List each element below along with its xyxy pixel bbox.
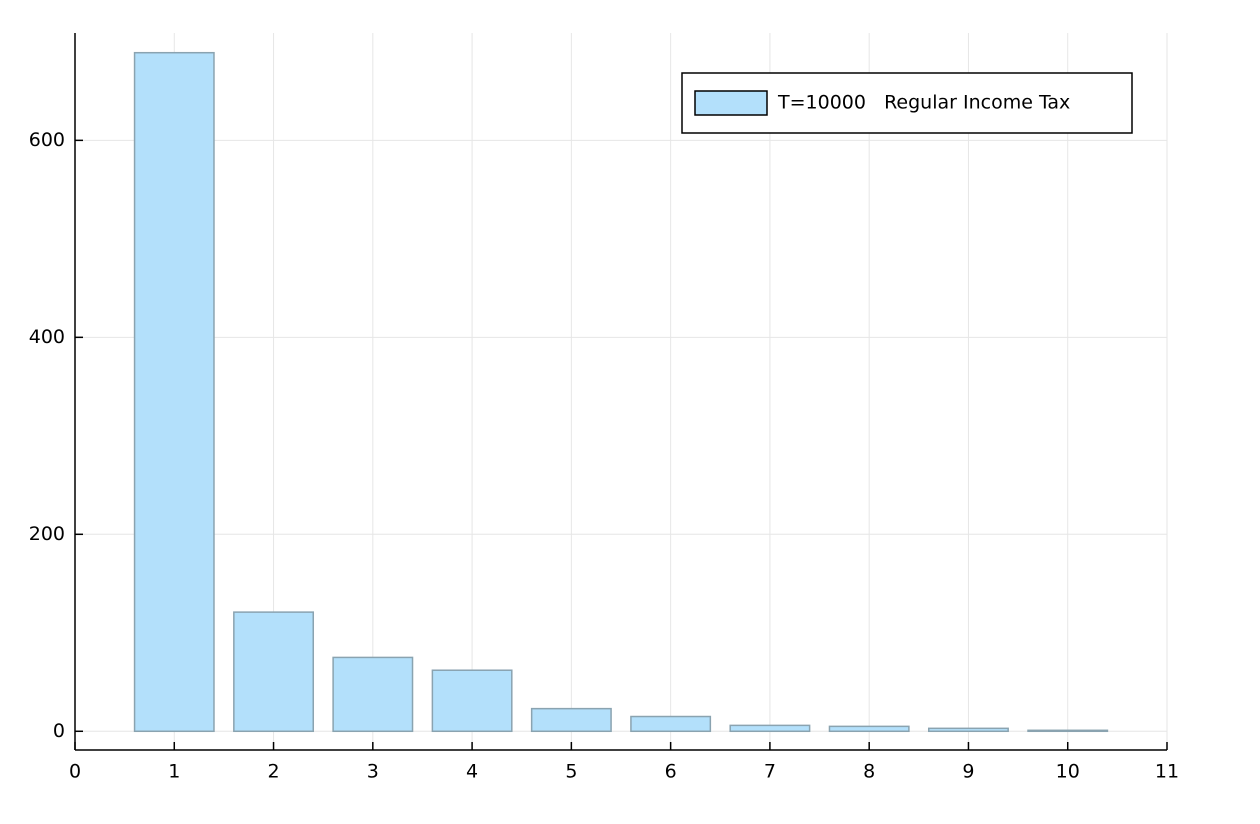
bar	[530, 707, 612, 733]
bar	[1027, 729, 1109, 733]
y-tick-label: 400	[29, 326, 65, 348]
x-tick-label: 3	[367, 761, 379, 783]
x-tick-label: 2	[267, 761, 279, 783]
x-tick-label: 5	[565, 761, 577, 783]
x-tick-label: 1	[168, 761, 180, 783]
legend-label: T=10000 Regular Income Tax	[777, 92, 1070, 114]
x-tick-label: 10	[1056, 761, 1080, 783]
x-tick-label: 7	[764, 761, 776, 783]
y-tick-label: 600	[29, 129, 65, 151]
bar	[332, 656, 414, 733]
bar	[927, 727, 1009, 733]
x-tick-label: 11	[1155, 761, 1179, 783]
y-tick-label: 200	[29, 523, 65, 545]
bar	[431, 669, 513, 733]
bar	[630, 715, 712, 733]
bar	[729, 724, 811, 733]
bar	[233, 611, 315, 733]
x-tick-label: 4	[466, 761, 478, 783]
bar	[828, 725, 910, 733]
x-tick-label: 9	[962, 761, 974, 783]
legend-swatch	[694, 90, 768, 116]
x-tick-label: 6	[665, 761, 677, 783]
bar	[133, 51, 215, 733]
y-tick-label: 0	[53, 720, 65, 742]
x-tick-label: 0	[69, 761, 81, 783]
x-tick-label: 8	[863, 761, 875, 783]
